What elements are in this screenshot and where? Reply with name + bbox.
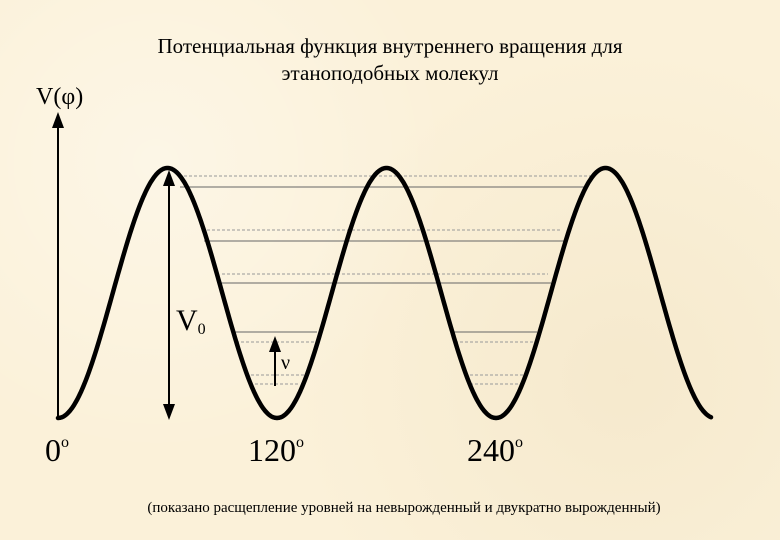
tick-label-240: 240o [467, 432, 523, 468]
energy-levels-dashed [184, 175, 592, 385]
y-axis-label: V(φ) [36, 84, 83, 110]
barrier-label: V0 [176, 304, 206, 338]
y-axis-arrowhead [52, 112, 64, 128]
tick-label-0: 0o [45, 432, 69, 468]
diagram-title: Потенциальная функция внутреннего вращен… [0, 33, 780, 87]
footnote: (показано расщепление уровней на невырож… [147, 500, 661, 516]
energy-levels-solid [180, 186, 587, 333]
potential-curve [55, 165, 714, 421]
title-line-1: Потенциальная функция внутреннего вращен… [157, 34, 623, 58]
transition-label: ν [281, 352, 290, 374]
transition-arrow [269, 336, 281, 386]
barrier-height-arrow [163, 170, 175, 420]
tick-label-120: 120o [248, 432, 304, 468]
title-line-2: этаноподобных молекул [281, 61, 499, 85]
